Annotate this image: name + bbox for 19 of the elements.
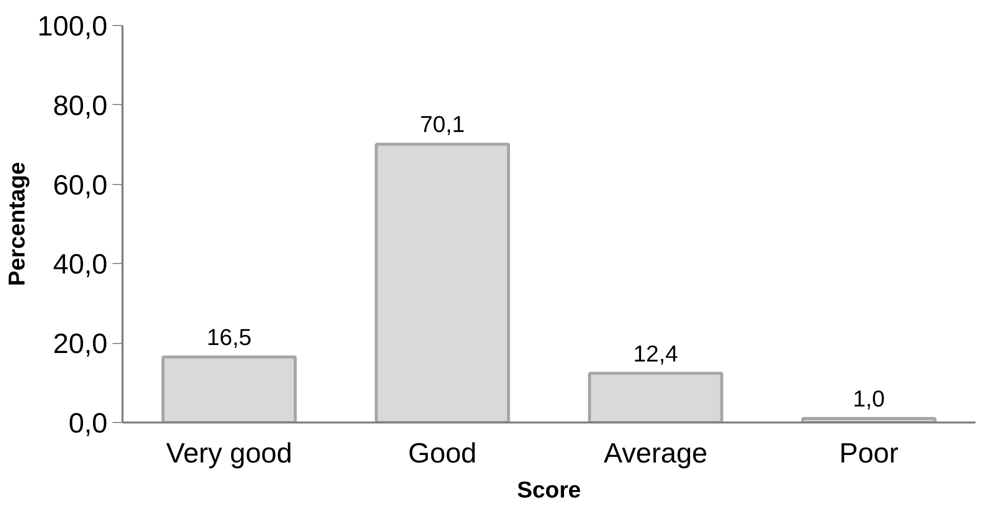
y-tick-label: 100,0 [37, 10, 108, 42]
x-tick-label: Good [408, 438, 477, 468]
bar [374, 142, 510, 422]
y-tick-label: 40,0 [53, 248, 108, 280]
y-tick-label: 20,0 [53, 328, 108, 360]
data-label: 70,1 [420, 111, 465, 138]
bar [162, 355, 297, 422]
data-label: 1,0 [852, 386, 885, 412]
x-tick-label: Poor [839, 438, 898, 468]
x-axis-title: Score [517, 476, 581, 502]
y-tick-label: 0,0 [68, 408, 108, 438]
data-label: 16,5 [206, 324, 252, 350]
y-tick-label: 60,0 [53, 169, 108, 200]
data-label: 12,4 [633, 340, 678, 366]
bar [588, 372, 724, 422]
y-tick-label: 80,0 [53, 90, 108, 121]
y-axis-title: Percentage [3, 162, 30, 286]
x-tick-label: Very good [166, 438, 292, 468]
x-tick-label: Average [604, 438, 708, 468]
